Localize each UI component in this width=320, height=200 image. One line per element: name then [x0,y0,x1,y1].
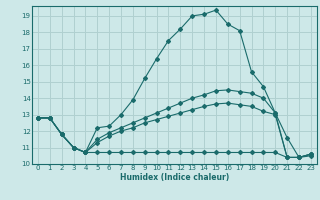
X-axis label: Humidex (Indice chaleur): Humidex (Indice chaleur) [120,173,229,182]
